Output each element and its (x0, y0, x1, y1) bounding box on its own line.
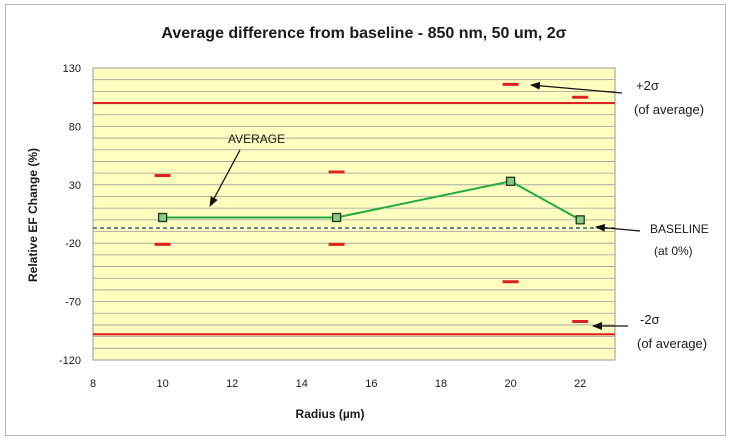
average-series-line (162, 180, 581, 221)
x-tick-label: 18 (435, 378, 447, 390)
minus-sigma-annotation-sub: (of average) (637, 336, 707, 351)
average-point (505, 176, 516, 186)
x-tick-label: 12 (226, 378, 238, 390)
x-tick-label: 20 (504, 378, 516, 390)
average-annotation-arrow (209, 149, 241, 207)
plus-sigma-annotation-sub: (of average) (634, 102, 704, 117)
plus-sigma-annotation-arrow (530, 81, 623, 94)
x-tick-label: 10 (156, 378, 168, 390)
y-tick-label: -20 (65, 238, 81, 250)
chart-title: Average difference from baseline - 850 n… (161, 25, 566, 42)
average-point (157, 212, 168, 223)
y-tick-label: -70 (65, 297, 81, 309)
minus-sigma-annotation: -2σ (640, 312, 660, 327)
x-tick-label: 8 (90, 378, 96, 390)
average-point (575, 215, 585, 225)
x-tick-label: 16 (365, 378, 377, 390)
y-axis-label: Relative EF Change (%) (26, 148, 40, 282)
x-tick-label: 14 (296, 378, 308, 390)
y-tick-label: 30 (69, 180, 81, 192)
y-tick-label: 130 (63, 63, 81, 75)
x-tick-label: 22 (574, 378, 586, 390)
y-tick-label: -120 (59, 355, 81, 367)
y-tick-label: 80 (69, 121, 81, 133)
baseline-annotation-arrow (595, 223, 641, 232)
plus-sigma-annotation: +2σ (636, 78, 659, 93)
baseline-annotation: BASELINE (650, 222, 709, 236)
average-annotation: AVERAGE (228, 132, 285, 146)
annotations: AVERAGE +2σ (of average) BASELINE (at 0%… (209, 78, 709, 351)
baseline-annotation-sub: (at 0%) (654, 244, 693, 258)
average-point (331, 212, 342, 223)
x-axis-label: Radius (µm) (296, 407, 365, 421)
